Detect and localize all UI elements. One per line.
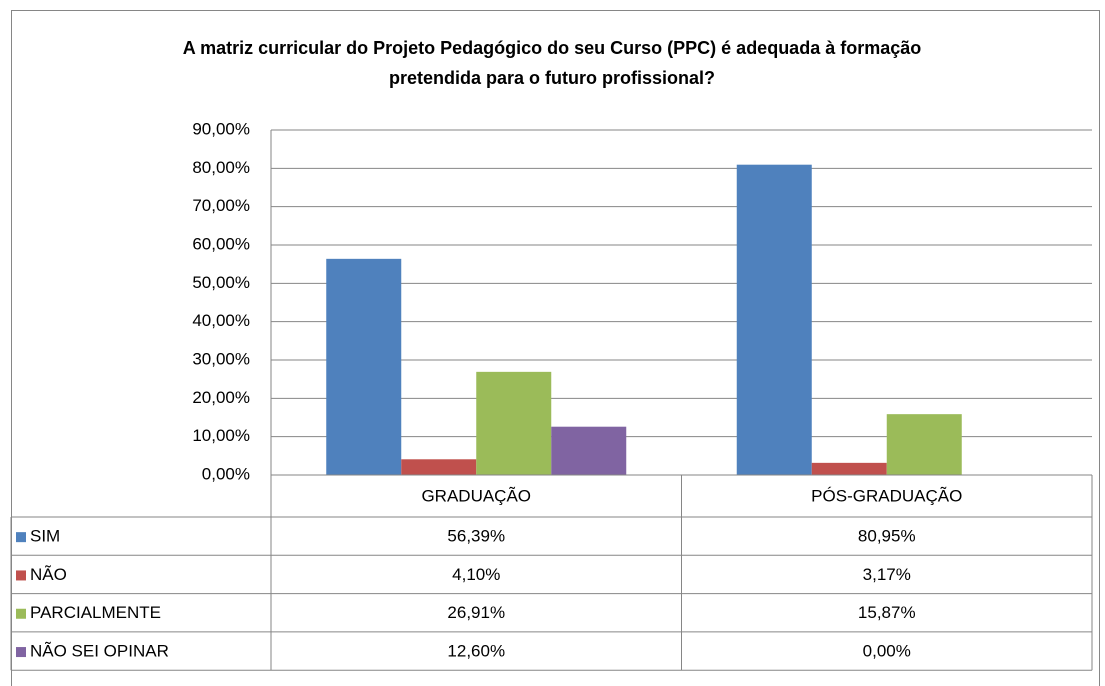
bar bbox=[401, 459, 477, 475]
bar bbox=[811, 462, 887, 475]
table-value: 3,17% bbox=[863, 565, 911, 584]
legend-key bbox=[16, 608, 26, 619]
table-value: 56,39% bbox=[447, 527, 505, 546]
y-tick-label: 40,00% bbox=[192, 311, 250, 330]
bar bbox=[551, 426, 627, 475]
legend-key bbox=[16, 647, 26, 658]
table-value: 26,91% bbox=[447, 603, 505, 622]
y-tick-label: 50,00% bbox=[192, 273, 250, 292]
legend-key bbox=[16, 532, 26, 543]
bar bbox=[476, 371, 552, 475]
bar bbox=[326, 258, 402, 475]
y-tick-label: 60,00% bbox=[192, 234, 250, 253]
bar bbox=[886, 414, 962, 475]
table-value: 80,95% bbox=[858, 527, 916, 546]
legend-key bbox=[16, 570, 26, 581]
y-tick-label: 70,00% bbox=[192, 196, 250, 215]
table-value: 12,60% bbox=[447, 642, 505, 661]
table-value: 0,00% bbox=[863, 642, 911, 661]
bar bbox=[736, 164, 812, 476]
table-value: 15,87% bbox=[858, 603, 916, 622]
chart-title: A matriz curricular do Projeto Pedagógic… bbox=[182, 38, 922, 88]
y-tick-label: 30,00% bbox=[192, 349, 250, 368]
legend-label: PARCIALMENTE bbox=[30, 603, 161, 622]
y-tick-label: 20,00% bbox=[192, 388, 250, 407]
y-tick-label: 10,00% bbox=[192, 426, 250, 445]
chart-frame bbox=[11, 10, 1100, 686]
y-tick-label: 0,00% bbox=[202, 464, 250, 483]
x-tick-label: PÓS-GRADUAÇÃO bbox=[811, 486, 962, 505]
y-tick-label: 90,00% bbox=[192, 119, 250, 138]
table-value: 4,10% bbox=[452, 565, 500, 584]
legend-label: NÃO SEI OPINAR bbox=[30, 642, 169, 661]
x-tick-label: GRADUAÇÃO bbox=[421, 486, 531, 505]
legend-label: NÃO bbox=[30, 565, 67, 584]
y-tick-label: 80,00% bbox=[192, 158, 250, 177]
legend-label: SIM bbox=[30, 527, 60, 546]
